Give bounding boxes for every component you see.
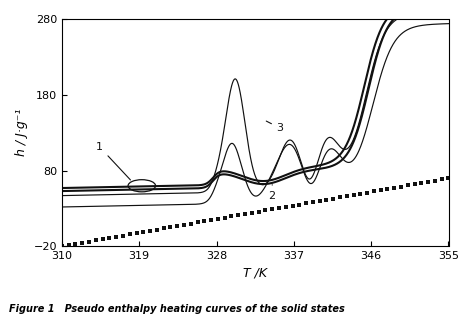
X-axis label: T /K: T /K	[243, 267, 267, 280]
Text: 1: 1	[96, 142, 130, 180]
Text: Figure 1   Pseudo enthalpy heating curves of the solid states: Figure 1 Pseudo enthalpy heating curves …	[9, 304, 345, 314]
Text: 3: 3	[266, 121, 283, 133]
Y-axis label: h / J·g⁻¹: h / J·g⁻¹	[15, 109, 28, 156]
Text: 2: 2	[268, 185, 275, 201]
